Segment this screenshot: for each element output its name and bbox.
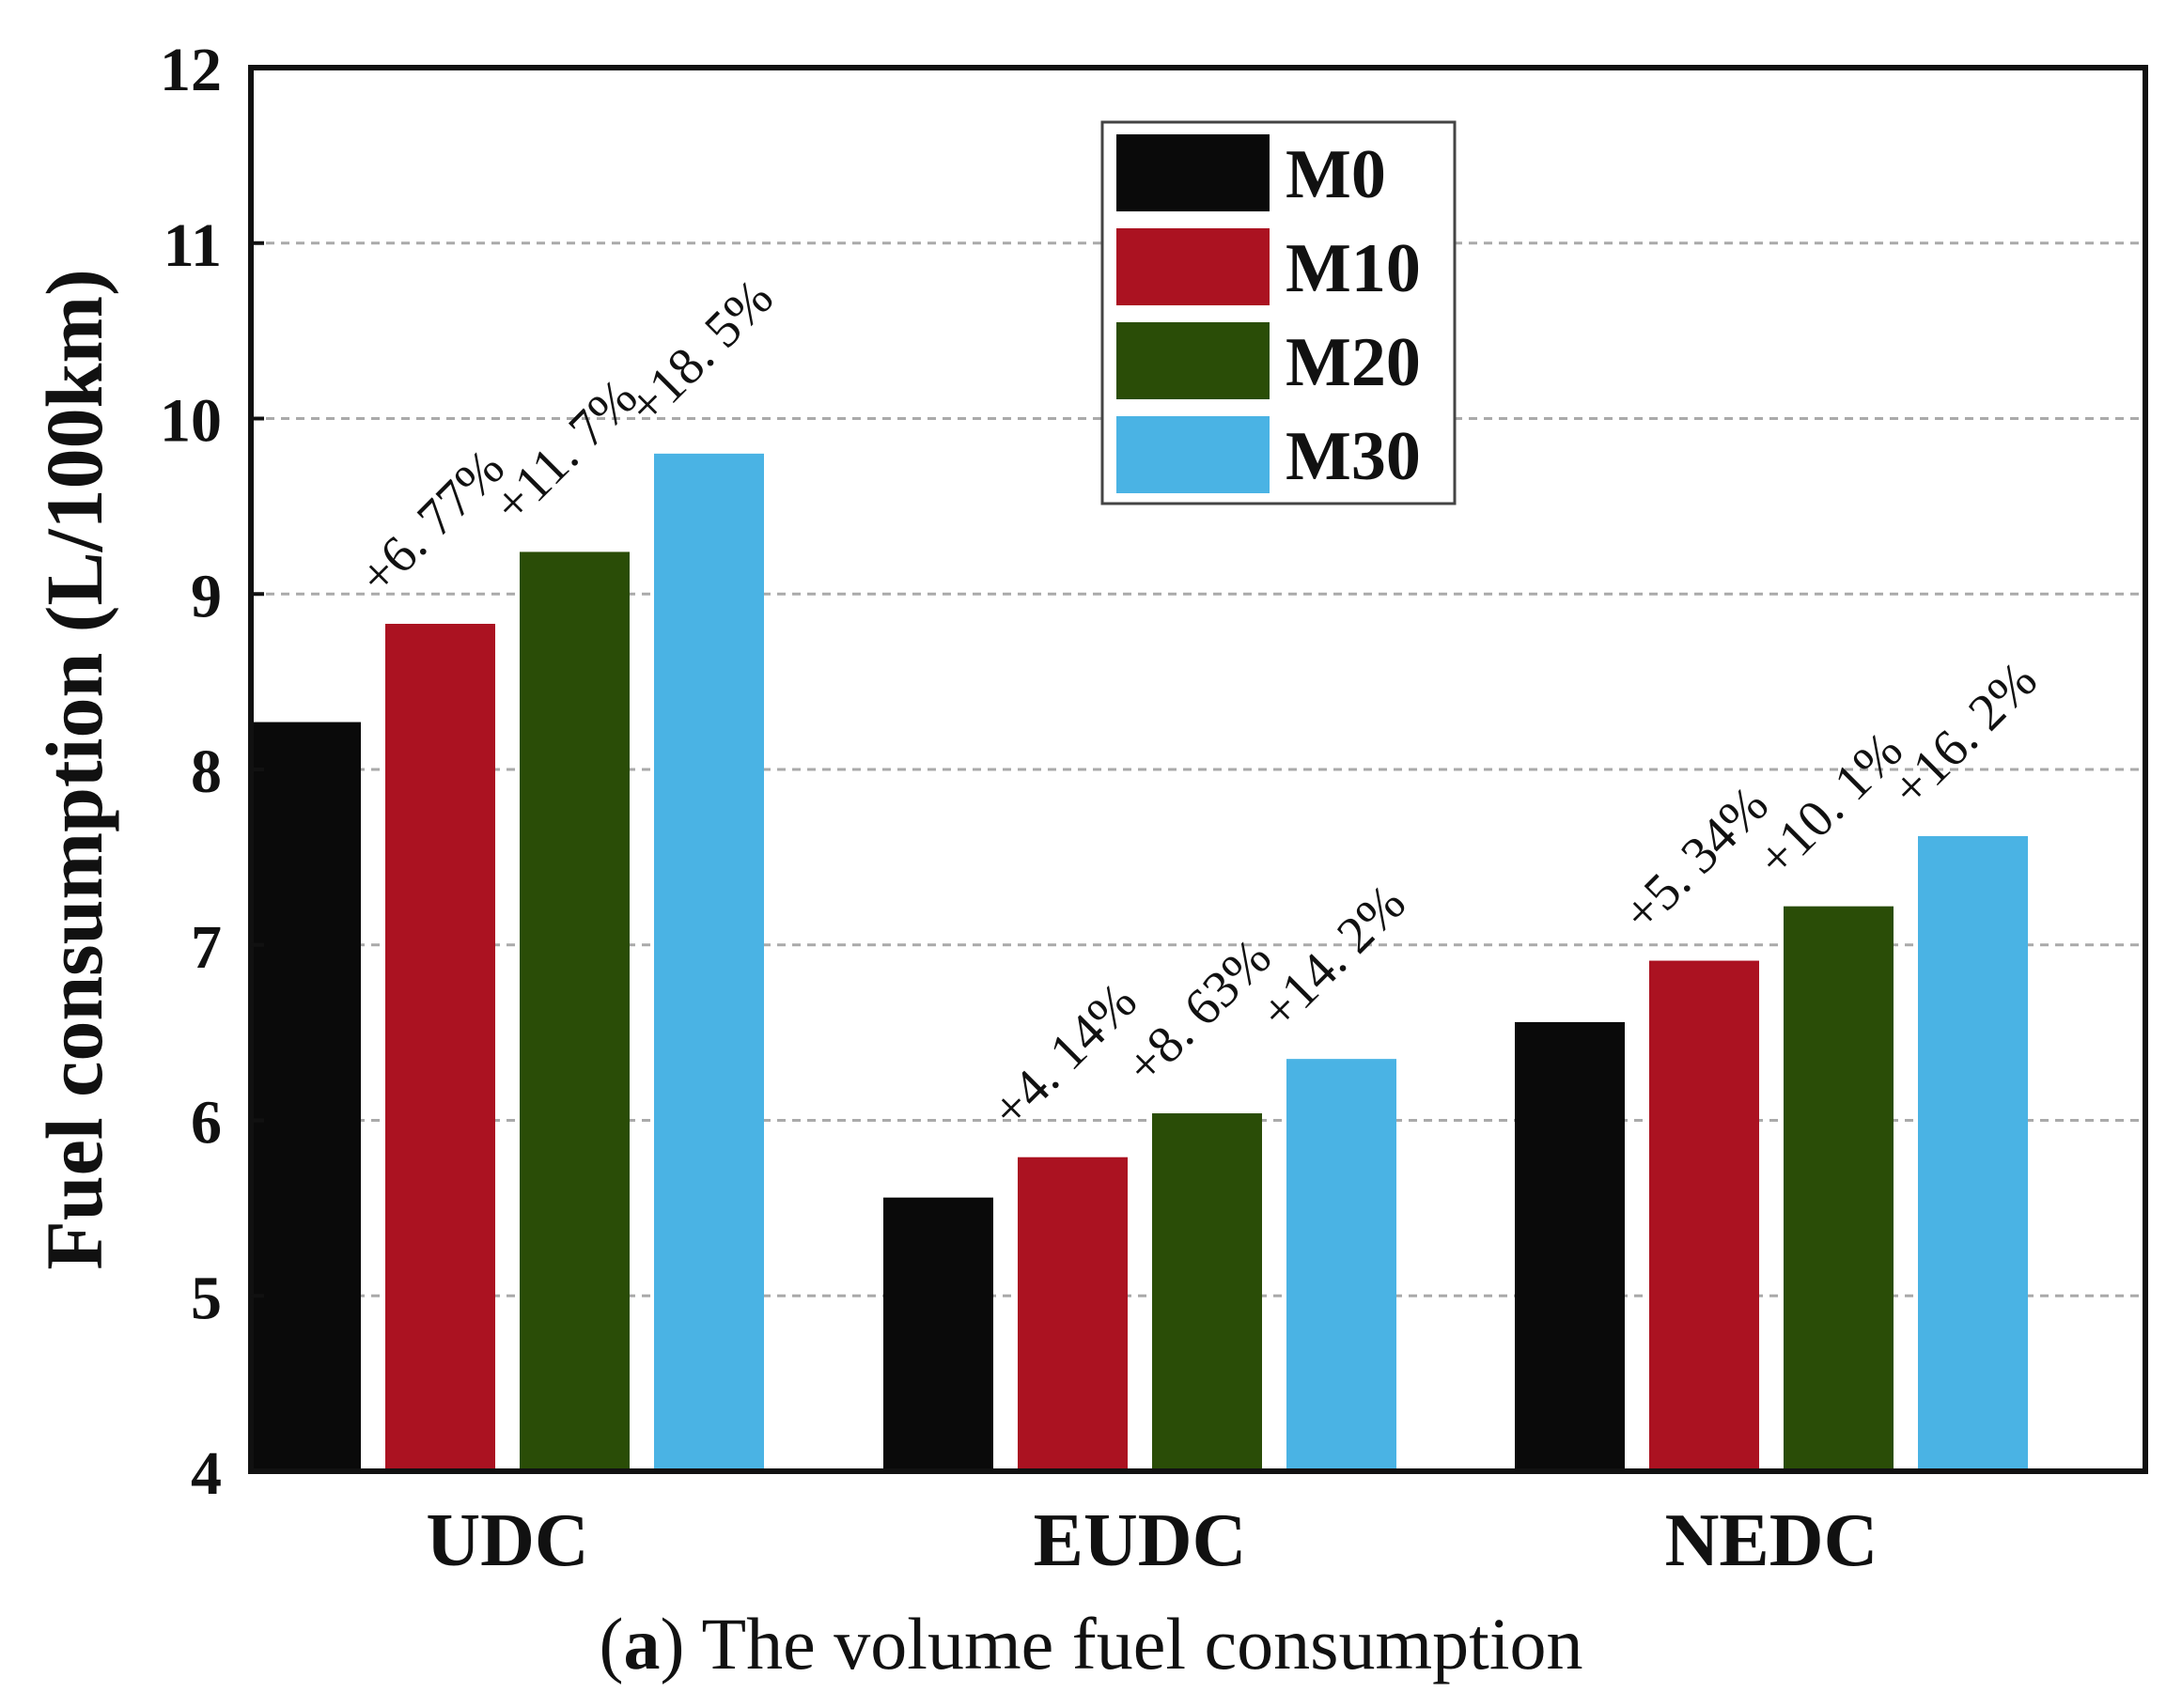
bars: [251, 453, 2028, 1472]
y-tick-label: 5: [191, 1264, 222, 1332]
y-axis-label: Fuel consumption (L/100km): [29, 269, 119, 1270]
x-category-label: NEDC: [1665, 1499, 1878, 1582]
y-tick-label: 6: [191, 1089, 222, 1157]
bar-annotation: +10. 1%: [1746, 722, 1913, 889]
bar-m0-eudc: [883, 1197, 993, 1471]
bar-m10-nedc: [1649, 960, 1759, 1471]
bar-annotation: +5. 34%: [1612, 775, 1779, 942]
bar-m30-udc: [654, 453, 764, 1472]
legend-swatch-m30: [1116, 416, 1270, 493]
y-tick-label: 4: [191, 1439, 222, 1508]
legend-label-m20: M20: [1286, 324, 1421, 401]
legend-label-m0: M0: [1286, 136, 1386, 213]
bar-m20-udc: [520, 551, 630, 1471]
bar-m30-nedc: [1918, 835, 2028, 1471]
bar-m20-nedc: [1784, 906, 1894, 1471]
legend-swatch-m0: [1116, 134, 1270, 211]
y-tick-label: 10: [160, 387, 222, 456]
y-axis: 4 5 6 7 8 9 10 11 12: [160, 36, 264, 1508]
legend: M0 M10 M20 M30: [1100, 120, 1457, 505]
x-axis: UDC EUDC NEDC: [426, 1499, 1878, 1582]
caption-label: a: [623, 1603, 660, 1685]
legend-label-m10: M10: [1286, 230, 1421, 307]
bar-m10-eudc: [1018, 1157, 1128, 1471]
legend-swatch-m10: [1116, 228, 1270, 305]
bar-m0-udc: [251, 722, 361, 1471]
bar-m20-eudc: [1152, 1113, 1262, 1471]
y-tick-label: 9: [191, 562, 222, 630]
bar-annotation: +18. 5%: [616, 269, 784, 436]
y-tick-label: 11: [164, 211, 222, 280]
bar-annotation: +14. 2%: [1249, 874, 1416, 1041]
y-tick-label: 8: [191, 738, 222, 806]
bar-m10-udc: [385, 623, 495, 1471]
legend-label-m30: M30: [1286, 418, 1421, 495]
bar-annotation: +16. 2%: [1880, 651, 2048, 818]
x-category-label: EUDC: [1034, 1499, 1247, 1582]
bar-m30-eudc: [1286, 1059, 1396, 1471]
figure-caption: (a) The volume fuel consumption: [599, 1603, 1582, 1685]
legend-swatch-m20: [1116, 322, 1270, 399]
x-category-label: UDC: [426, 1499, 588, 1582]
bar-annotation: +6. 77%: [348, 439, 515, 606]
y-tick-label: 7: [191, 913, 222, 982]
y-tick-label: 12: [160, 36, 222, 104]
bar-m0-nedc: [1515, 1021, 1625, 1471]
